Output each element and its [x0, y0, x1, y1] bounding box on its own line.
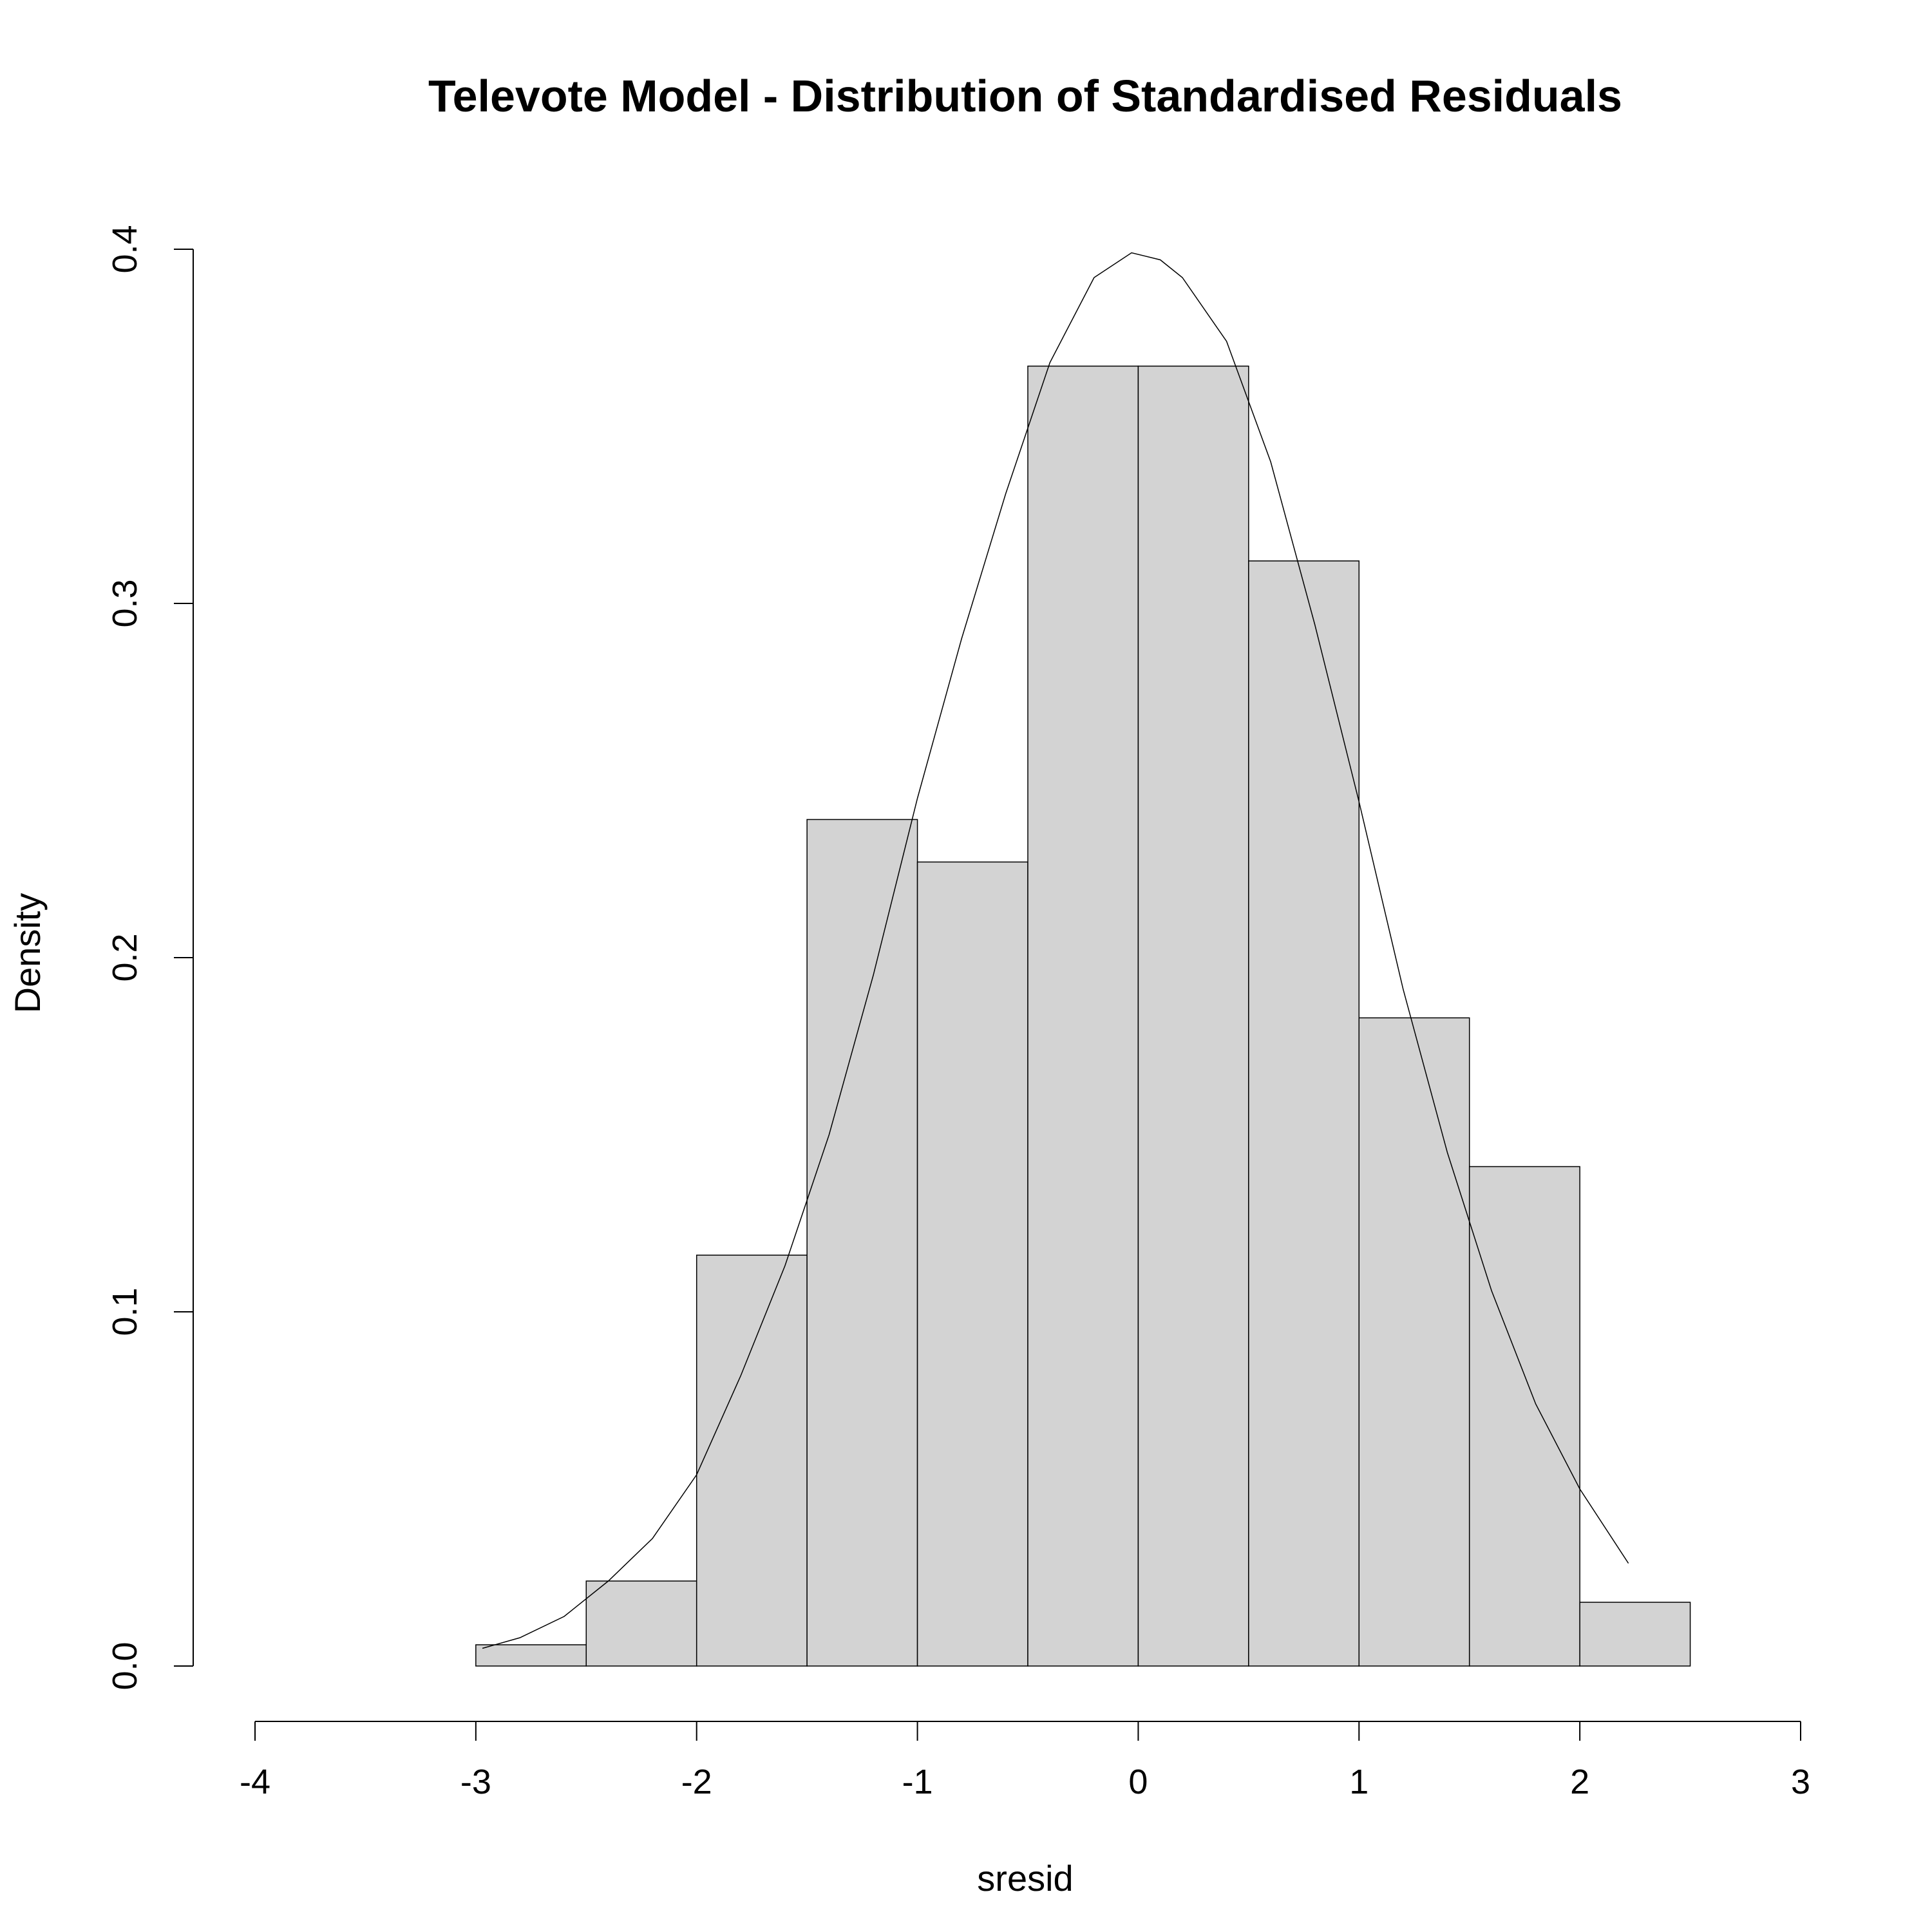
histogram-bar	[696, 1255, 808, 1667]
density-curve	[482, 252, 1629, 1649]
histogram-bar	[585, 1580, 697, 1667]
histogram-bar	[1248, 560, 1360, 1667]
x-tick-label: -1	[902, 1763, 933, 1801]
x-tick-label: -3	[460, 1763, 491, 1801]
histogram-bar	[1468, 1166, 1580, 1667]
histogram-bar	[806, 819, 918, 1667]
x-tick-label: -4	[240, 1763, 270, 1801]
x-axis-label: sresid	[977, 1858, 1073, 1899]
y-tick-label: 0.2	[106, 933, 144, 981]
y-tick-label: 0.1	[106, 1287, 144, 1336]
x-axis: -4 -3 -2 -1 0 1 2 3	[240, 1721, 1810, 1801]
x-tick-label: 1	[1349, 1763, 1368, 1801]
histogram-bar	[1579, 1602, 1691, 1667]
x-tick-label: 0	[1128, 1763, 1148, 1801]
histogram-bar	[1358, 1017, 1470, 1667]
x-tick-label: 3	[1791, 1763, 1810, 1801]
chart-title: Televote Model - Distribution of Standar…	[428, 71, 1622, 121]
histogram-bars	[475, 365, 1691, 1667]
histogram-bar	[475, 1644, 587, 1667]
y-axis-label: Density	[7, 893, 48, 1014]
x-tick-label: -2	[681, 1763, 712, 1801]
density-curve-layer	[482, 252, 1629, 1649]
histogram-bar	[916, 861, 1028, 1667]
y-axis: 0.0 0.1 0.2 0.3 0.4	[106, 225, 194, 1690]
histogram-bar	[1137, 365, 1249, 1667]
x-tick-label: 2	[1570, 1763, 1589, 1801]
y-tick-label: 0.4	[106, 225, 144, 273]
histogram-bar	[1027, 365, 1139, 1667]
y-tick-label: 0.3	[106, 579, 144, 627]
y-tick-label: 0.0	[106, 1642, 144, 1690]
